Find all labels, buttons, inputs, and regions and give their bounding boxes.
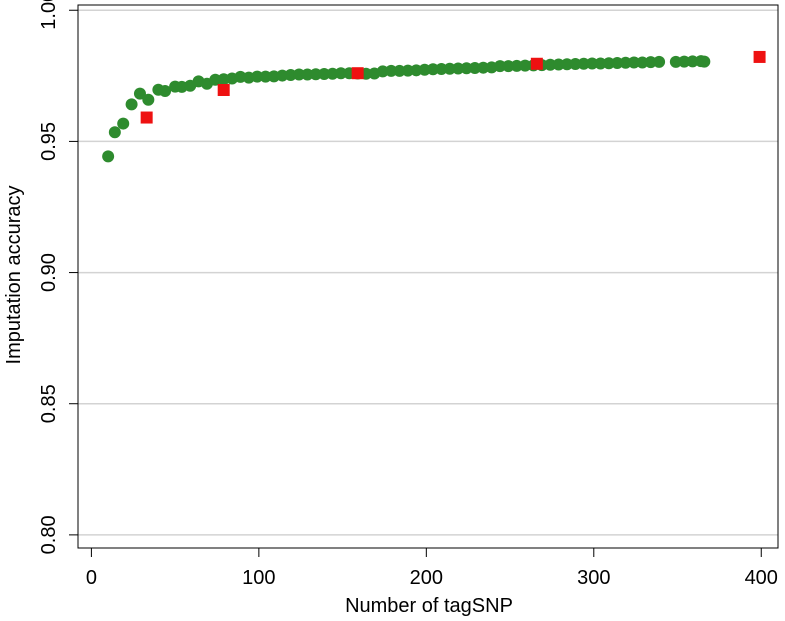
green-circle-point	[133, 87, 146, 100]
green-circle-point	[611, 56, 624, 69]
green-circle-point	[427, 63, 440, 76]
green-circle-point	[686, 55, 699, 68]
green-circle-point	[552, 58, 565, 71]
green-circle-point	[569, 58, 582, 71]
green-circle-point	[510, 59, 523, 72]
green-circle-point	[502, 60, 515, 73]
axes: 0 100 200 300 400 0.80 0.85 0.90 0.95 1.00	[38, 0, 779, 589]
green-circle-point	[653, 55, 666, 68]
y-tick-label: 0.95	[38, 122, 60, 161]
green-circle-point	[142, 93, 155, 106]
y-axis-title: Imputation accuracy	[3, 186, 25, 365]
green-circle-point	[494, 60, 507, 73]
y-tick-label: 0.80	[38, 515, 60, 554]
y-tick-label: 0.90	[38, 253, 60, 292]
green-circle-point	[301, 68, 314, 81]
green-circle-point	[636, 56, 649, 69]
green-circle-point	[544, 58, 557, 71]
green-circle-point	[577, 57, 590, 70]
green-circle-point	[669, 55, 682, 68]
x-tick-label: 100	[242, 567, 275, 589]
x-axis-title: Number of tagSNP	[345, 595, 513, 617]
green-circle-point	[401, 64, 414, 77]
y-tick-label: 1.00	[38, 0, 60, 30]
red-square-point	[217, 83, 230, 96]
green-circle-point	[519, 59, 532, 72]
green-circle-point	[259, 70, 272, 83]
green-circle-point	[125, 98, 138, 111]
x-tick-label: 400	[745, 567, 778, 589]
green-circle-point	[698, 55, 711, 68]
red-square-point	[753, 50, 766, 63]
plot-frame	[77, 4, 779, 549]
green-circle-point	[678, 55, 691, 68]
red-square-point	[530, 57, 543, 70]
green-circle-point	[468, 61, 481, 74]
green-circle-point	[619, 56, 632, 69]
grid-lines	[78, 9, 778, 536]
green-circle-point	[108, 126, 121, 139]
green-circle-point	[594, 57, 607, 70]
green-circle-point	[443, 62, 456, 75]
green-circle-point	[602, 57, 615, 70]
green-circle-point	[117, 117, 130, 130]
data-points	[102, 50, 766, 163]
green-circle-point	[334, 67, 347, 80]
green-circle-point	[560, 58, 573, 71]
red-square-point	[351, 67, 364, 80]
green-circle-point	[452, 62, 465, 75]
green-circle-point	[644, 56, 657, 69]
x-tick-label: 0	[86, 567, 97, 589]
green-circle-point	[460, 62, 473, 75]
green-circle-point	[627, 56, 640, 69]
green-circle-point	[586, 57, 599, 70]
green-circle-point	[393, 64, 406, 77]
green-circle-point	[309, 68, 322, 81]
x-tick-label: 200	[410, 567, 443, 589]
x-tick-label: 300	[577, 567, 610, 589]
green-circle-point	[385, 64, 398, 77]
green-circle-point	[435, 63, 448, 76]
green-circle-point	[102, 150, 115, 163]
red-square-point	[140, 111, 153, 124]
green-circle-point	[293, 68, 306, 81]
green-circle-point	[159, 85, 172, 98]
green-circle-point	[477, 61, 490, 74]
y-tick-label: 0.85	[38, 384, 60, 423]
green-circle-point	[318, 67, 331, 80]
green-circle-point	[251, 70, 264, 83]
